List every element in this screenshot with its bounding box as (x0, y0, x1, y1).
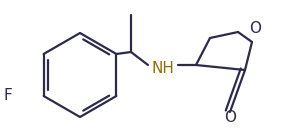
Text: NH: NH (152, 60, 174, 75)
Text: O: O (224, 110, 236, 125)
Text: F: F (4, 88, 12, 102)
Text: O: O (249, 20, 261, 36)
